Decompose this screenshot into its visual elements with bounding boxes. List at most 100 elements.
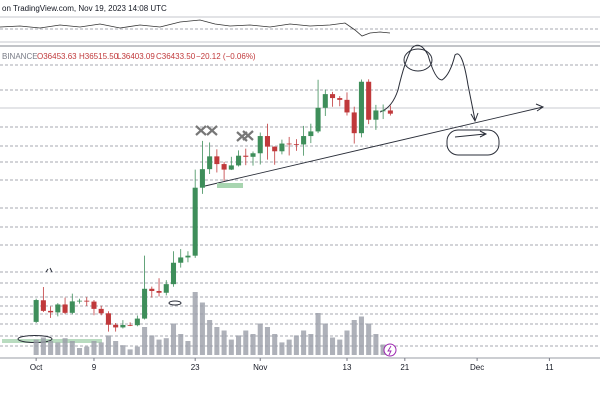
candle-body	[221, 164, 227, 170]
volume-bar	[192, 292, 198, 355]
volume-bar	[113, 341, 119, 355]
source-caption: on TradingView.com, Nov 19, 2023 14:08 U…	[2, 4, 167, 13]
volume-bar	[142, 327, 148, 355]
volume-bar	[322, 323, 328, 355]
volume-bar	[366, 323, 372, 355]
candle-body	[207, 156, 213, 170]
event-icon	[387, 345, 392, 356]
volume-bar	[48, 341, 54, 355]
candle-body	[156, 290, 162, 293]
volume-bar	[236, 335, 242, 355]
levels	[0, 64, 600, 347]
volume-bar	[337, 339, 343, 355]
event-marker[interactable]	[383, 343, 397, 357]
candle-body	[91, 301, 97, 309]
ohlc-low: L36403.09	[117, 52, 155, 61]
candle-body	[344, 99, 350, 113]
candle-body	[243, 155, 249, 157]
volume-bar	[380, 344, 386, 355]
candle-body	[76, 300, 83, 302]
volume-bar	[228, 339, 234, 355]
candle-body	[199, 169, 205, 188]
exchange: BINANCE	[2, 52, 38, 61]
oscillator-line	[0, 19, 391, 37]
ohlc-change: −20.12 (−0.06%)	[196, 52, 256, 61]
candle-body	[98, 308, 104, 314]
volume-bar	[33, 339, 39, 355]
volume-bar	[163, 338, 169, 355]
candle-body	[134, 318, 140, 326]
volume-bar	[69, 341, 75, 355]
volume-bar	[55, 342, 61, 355]
candle-body	[351, 112, 357, 134]
volume-bar	[301, 330, 307, 355]
candle-body	[69, 301, 75, 313]
candle-body	[33, 300, 39, 322]
volume-bar	[91, 341, 97, 355]
volume-bar	[315, 313, 321, 355]
volume-bar	[221, 330, 227, 355]
candle-body	[301, 136, 307, 145]
x-tick-label: Oct	[30, 363, 43, 372]
volume-bar	[134, 346, 140, 355]
x-tick-label: 9	[92, 363, 97, 372]
candle-body	[62, 304, 68, 313]
candle-body	[337, 98, 343, 100]
candle-body	[40, 300, 46, 311]
candle-body	[48, 310, 54, 313]
volume-bar	[264, 327, 270, 355]
x-tick-label: 13	[343, 363, 352, 372]
volume-bar	[279, 342, 285, 355]
volume-bar	[98, 342, 104, 355]
volume-bar	[84, 346, 90, 355]
volume-bar	[286, 339, 292, 355]
candle-body	[358, 81, 364, 134]
candle-body	[105, 313, 111, 325]
volume-bar	[76, 348, 83, 355]
candle-body	[286, 143, 292, 145]
candle-body	[55, 304, 61, 313]
candle-body	[387, 110, 393, 114]
x-tick-label: 11	[545, 363, 554, 372]
candle-body	[192, 187, 198, 256]
volume-bar	[351, 320, 357, 355]
volume-bar	[40, 337, 46, 355]
ohlc-high: H36515.50	[79, 52, 119, 61]
volume-bar	[199, 302, 205, 355]
volume-bar	[105, 335, 111, 355]
candle-body	[279, 143, 285, 152]
volume-bar	[293, 335, 299, 355]
volume-bar	[358, 316, 364, 355]
candle-body	[84, 300, 90, 302]
candle-body	[127, 324, 133, 326]
volume-bar	[330, 337, 336, 355]
volume-bar	[214, 327, 220, 355]
candle-body	[272, 146, 278, 152]
volume-bar	[127, 349, 133, 355]
candle-body	[185, 255, 191, 258]
candle-body	[214, 156, 220, 165]
candle-body	[163, 284, 169, 293]
candle-body	[366, 81, 372, 120]
candle-body	[264, 136, 270, 147]
candle-body	[142, 288, 148, 319]
volume-bar	[178, 334, 184, 355]
x-tick-label: 21	[400, 363, 409, 372]
volume-bar	[185, 341, 191, 355]
x-tick-label: Dec	[470, 363, 484, 372]
volume-bar	[344, 330, 350, 355]
volume-bar	[170, 323, 177, 355]
ohlc-close: C36433.50	[156, 52, 196, 61]
candle-body	[120, 324, 126, 328]
volume-bar	[156, 339, 162, 355]
ohlc-open: O36453.63	[37, 52, 77, 61]
candle-body	[293, 144, 299, 146]
volume-bar	[308, 334, 314, 355]
volume-bar	[243, 330, 249, 355]
volume-bar	[120, 345, 126, 355]
candle-body	[308, 131, 314, 137]
volume-bar	[272, 334, 278, 355]
candle-body	[322, 94, 328, 108]
volume-bar	[62, 338, 68, 355]
